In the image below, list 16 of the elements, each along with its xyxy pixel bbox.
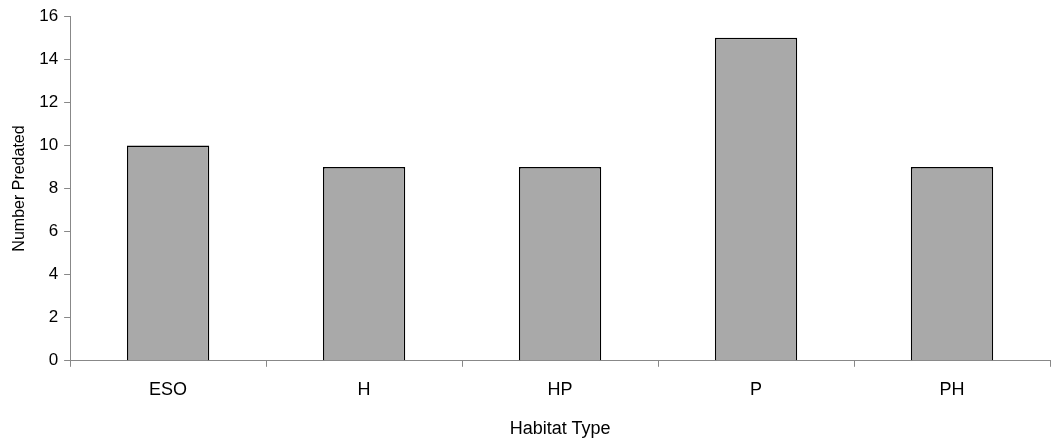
x-axis-title: Habitat Type — [509, 418, 611, 439]
x-tick-label: PH — [939, 378, 965, 399]
y-tick-label: 16 — [39, 5, 59, 25]
x-tick-label: P — [750, 378, 763, 399]
y-tick-label: 12 — [39, 92, 59, 112]
y-tick-label: 10 — [39, 135, 59, 155]
y-tick-label: 8 — [48, 178, 59, 198]
y-tick-label: 0 — [48, 350, 59, 370]
x-tick-label: HP — [547, 378, 573, 399]
y-tick-label: 14 — [39, 48, 59, 68]
y-tick-label: 6 — [48, 221, 59, 241]
y-tick-label: 2 — [48, 307, 59, 327]
x-tick-label: H — [357, 378, 371, 399]
x-tick-label: ESO — [149, 378, 188, 399]
y-tick-label: 4 — [48, 264, 59, 284]
y-axis-title: Number Predated — [10, 125, 28, 252]
